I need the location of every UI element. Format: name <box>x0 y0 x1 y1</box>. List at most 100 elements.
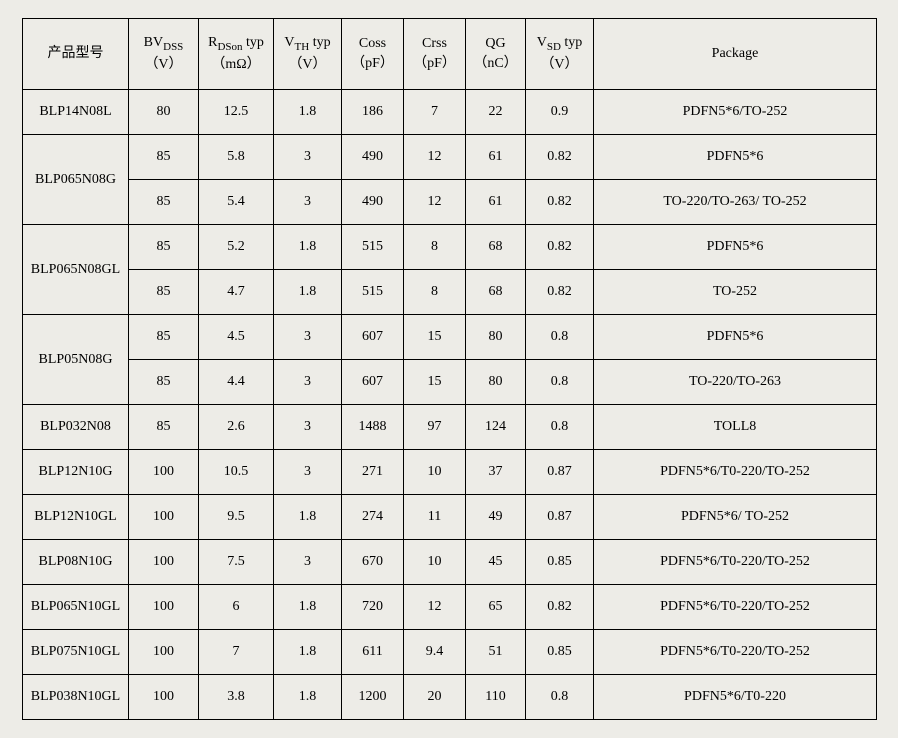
header-label: VSD typ <box>526 33 593 55</box>
cell-value: 61 <box>466 135 526 180</box>
cell-value: 100 <box>129 585 199 630</box>
cell-value: 490 <box>342 135 404 180</box>
cell-value: 0.8 <box>526 675 594 720</box>
header-label: RDSon typ <box>199 33 273 55</box>
table-row: BLP065N08G855.8349012610.82PDFN5*6 <box>23 135 877 180</box>
cell-value: 12 <box>404 585 466 630</box>
cell-value: TOLL8 <box>594 405 877 450</box>
cell-value: 720 <box>342 585 404 630</box>
cell-value: 5.8 <box>199 135 274 180</box>
cell-value: PDFN5*6/T0-220/TO-252 <box>594 585 877 630</box>
cell-value: 49 <box>466 495 526 540</box>
spec-table: 产品型号 BVDSS （V） RDSon typ （mΩ） VTH typ （V… <box>22 18 877 720</box>
cell-value: 4.7 <box>199 270 274 315</box>
cell-value: 4.4 <box>199 360 274 405</box>
cell-value: 271 <box>342 450 404 495</box>
cell-value: 0.8 <box>526 405 594 450</box>
cell-value: 85 <box>129 180 199 225</box>
cell-value: 100 <box>129 450 199 495</box>
cell-value: 1.8 <box>274 270 342 315</box>
cell-value: 3 <box>274 405 342 450</box>
cell-value: 5.4 <box>199 180 274 225</box>
cell-value: 186 <box>342 90 404 135</box>
cell-value: 0.8 <box>526 360 594 405</box>
cell-value: 8 <box>404 270 466 315</box>
cell-value: 1.8 <box>274 495 342 540</box>
table-body: BLP14N08L8012.51.81867220.9PDFN5*6/TO-25… <box>23 90 877 720</box>
cell-value: 7 <box>404 90 466 135</box>
cell-value: 0.82 <box>526 585 594 630</box>
col-header-product: 产品型号 <box>23 19 129 90</box>
cell-value: 10 <box>404 540 466 585</box>
cell-value: 22 <box>466 90 526 135</box>
cell-value: 3.8 <box>199 675 274 720</box>
cell-value: 65 <box>466 585 526 630</box>
header-label: Package <box>594 44 876 64</box>
cell-value: 15 <box>404 360 466 405</box>
cell-product: BLP12N10G <box>23 450 129 495</box>
header-unit: （pF） <box>342 54 403 74</box>
header-unit: （V） <box>526 55 593 75</box>
table-row: BLP08N10G1007.5367010450.85PDFN5*6/T0-22… <box>23 540 877 585</box>
cell-value: 1.8 <box>274 90 342 135</box>
cell-value: 85 <box>129 225 199 270</box>
cell-value: 10.5 <box>199 450 274 495</box>
cell-value: 3 <box>274 540 342 585</box>
cell-value: PDFN5*6 <box>594 135 877 180</box>
cell-value: 12.5 <box>199 90 274 135</box>
cell-value: 0.87 <box>526 495 594 540</box>
cell-value: 10 <box>404 450 466 495</box>
cell-value: 5.2 <box>199 225 274 270</box>
cell-value: 6 <box>199 585 274 630</box>
header-unit: （V） <box>274 55 341 75</box>
cell-value: 37 <box>466 450 526 495</box>
cell-value: 1.8 <box>274 630 342 675</box>
cell-value: 0.82 <box>526 225 594 270</box>
cell-value: PDFN5*6/T0-220/TO-252 <box>594 450 877 495</box>
cell-value: 68 <box>466 270 526 315</box>
header-unit: （pF） <box>404 54 465 74</box>
cell-value: 515 <box>342 270 404 315</box>
page: 产品型号 BVDSS （V） RDSon typ （mΩ） VTH typ （V… <box>0 0 898 738</box>
cell-value: 100 <box>129 630 199 675</box>
cell-value: 0.82 <box>526 270 594 315</box>
cell-product: BLP08N10G <box>23 540 129 585</box>
cell-value: 611 <box>342 630 404 675</box>
table-row: BLP05N08G854.5360715800.8PDFN5*6 <box>23 315 877 360</box>
cell-value: 2.6 <box>199 405 274 450</box>
header-label: QG <box>466 34 525 54</box>
cell-value: 12 <box>404 180 466 225</box>
cell-value: 80 <box>129 90 199 135</box>
table-row: BLP14N08L8012.51.81867220.9PDFN5*6/TO-25… <box>23 90 877 135</box>
header-unit: （mΩ） <box>199 55 273 75</box>
cell-value: 0.82 <box>526 180 594 225</box>
cell-value: 0.85 <box>526 540 594 585</box>
table-row: 854.4360715800.8TO-220/TO-263 <box>23 360 877 405</box>
cell-value: 45 <box>466 540 526 585</box>
table-row: 854.71.85158680.82TO-252 <box>23 270 877 315</box>
cell-value: TO-220/TO-263/ TO-252 <box>594 180 877 225</box>
cell-product: BLP065N08GL <box>23 225 129 315</box>
table-row: BLP12N10G10010.5327110370.87PDFN5*6/T0-2… <box>23 450 877 495</box>
col-header-rdson: RDSon typ （mΩ） <box>199 19 274 90</box>
header-unit: （nC） <box>466 54 525 74</box>
cell-value: 490 <box>342 180 404 225</box>
cell-value: 1200 <box>342 675 404 720</box>
cell-value: 3 <box>274 360 342 405</box>
header-label: VTH typ <box>274 33 341 55</box>
cell-value: PDFN5*6 <box>594 225 877 270</box>
cell-value: 20 <box>404 675 466 720</box>
col-header-bvdss: BVDSS （V） <box>129 19 199 90</box>
cell-value: 124 <box>466 405 526 450</box>
table-row: BLP065N08GL855.21.85158680.82PDFN5*6 <box>23 225 877 270</box>
cell-value: PDFN5*6/T0-220/TO-252 <box>594 630 877 675</box>
cell-value: 0.85 <box>526 630 594 675</box>
table-row: BLP12N10GL1009.51.827411490.87PDFN5*6/ T… <box>23 495 877 540</box>
cell-value: 85 <box>129 270 199 315</box>
cell-value: 7.5 <box>199 540 274 585</box>
cell-value: 607 <box>342 315 404 360</box>
header-unit: （V） <box>129 55 198 75</box>
cell-product: BLP032N08 <box>23 405 129 450</box>
col-header-crss: Crss （pF） <box>404 19 466 90</box>
header-label: 产品型号 <box>23 44 128 64</box>
